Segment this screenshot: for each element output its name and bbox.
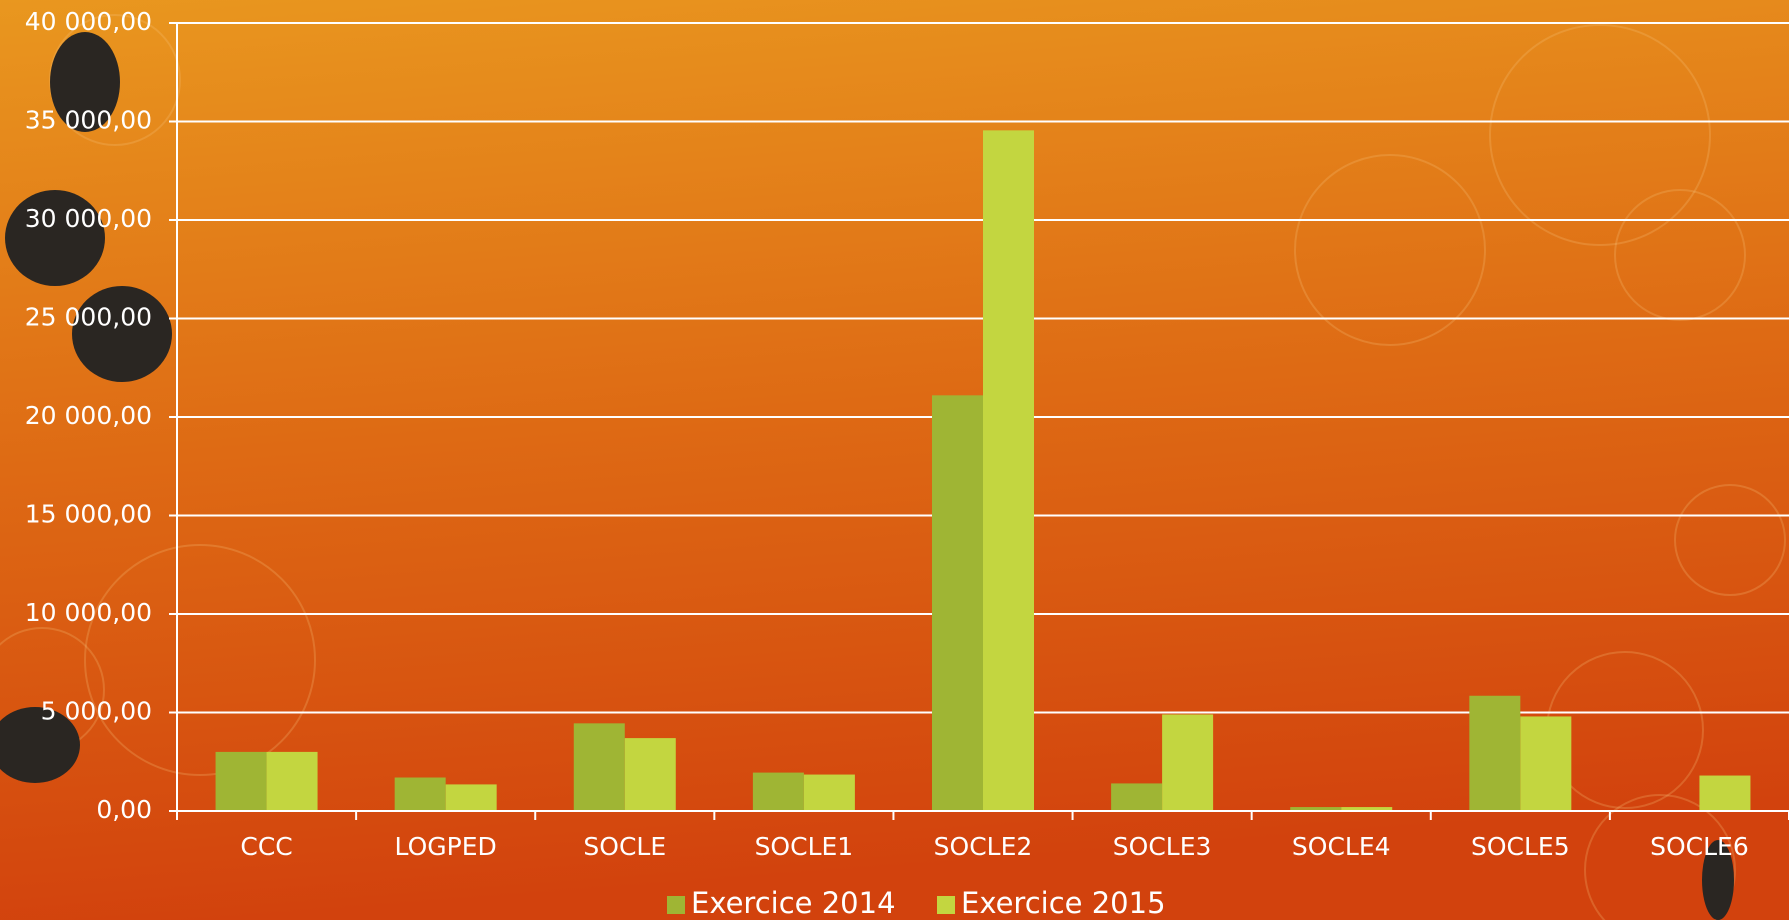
bar bbox=[803, 774, 855, 811]
legend-swatch bbox=[667, 896, 685, 914]
y-tick-label: 5 000,00 bbox=[41, 697, 152, 726]
x-tick-label: CCC bbox=[240, 832, 292, 861]
bar bbox=[573, 723, 625, 811]
x-tick-label: SOCLE4 bbox=[1292, 832, 1391, 861]
bar bbox=[394, 777, 446, 811]
bar bbox=[1111, 783, 1163, 811]
bar bbox=[983, 130, 1034, 812]
bar bbox=[266, 751, 318, 811]
bar bbox=[1341, 807, 1393, 811]
bar bbox=[1469, 695, 1521, 811]
legend-label: Exercice 2014 bbox=[691, 886, 896, 920]
decoration bbox=[0, 14, 1786, 920]
y-tick-label: 25 000,00 bbox=[25, 303, 152, 332]
bar bbox=[1699, 775, 1751, 811]
x-tick-label: LOGPED bbox=[395, 832, 497, 861]
bar bbox=[932, 395, 983, 811]
decoration bbox=[0, 32, 1734, 920]
x-tick-label: SOCLE2 bbox=[934, 832, 1033, 861]
x-tick-label: SOCLE5 bbox=[1471, 832, 1570, 861]
bar bbox=[445, 784, 497, 811]
x-tick-label: SOCLE1 bbox=[755, 832, 854, 861]
bar bbox=[1162, 714, 1214, 811]
bar bbox=[624, 738, 676, 811]
y-tick-label: 15 000,00 bbox=[25, 500, 152, 529]
bar bbox=[215, 751, 267, 811]
bar bbox=[752, 772, 804, 811]
bar bbox=[1290, 807, 1342, 811]
y-tick-label: 20 000,00 bbox=[25, 401, 152, 430]
y-tick-label: 0,00 bbox=[96, 795, 152, 824]
legend-swatch bbox=[937, 896, 955, 914]
x-tick-label: SOCLE bbox=[583, 832, 666, 861]
x-tick-label: SOCLE3 bbox=[1113, 832, 1212, 861]
y-tick-label: 40 000,00 bbox=[25, 7, 152, 36]
legend-label: Exercice 2015 bbox=[961, 886, 1166, 920]
y-tick-label: 10 000,00 bbox=[25, 598, 152, 627]
x-tick-label: SOCLE6 bbox=[1650, 832, 1749, 861]
y-tick-label: 35 000,00 bbox=[25, 106, 152, 135]
y-tick-label: 30 000,00 bbox=[25, 204, 152, 233]
bar bbox=[1520, 716, 1572, 811]
